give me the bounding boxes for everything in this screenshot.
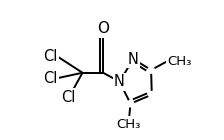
Text: N: N	[114, 74, 125, 89]
Text: O: O	[97, 21, 109, 36]
Text: CH₃: CH₃	[168, 55, 192, 68]
Text: Cl: Cl	[43, 49, 57, 64]
Text: Cl: Cl	[62, 90, 76, 105]
Text: N: N	[128, 52, 139, 66]
Text: CH₃: CH₃	[116, 118, 141, 131]
Text: Cl: Cl	[43, 71, 57, 86]
